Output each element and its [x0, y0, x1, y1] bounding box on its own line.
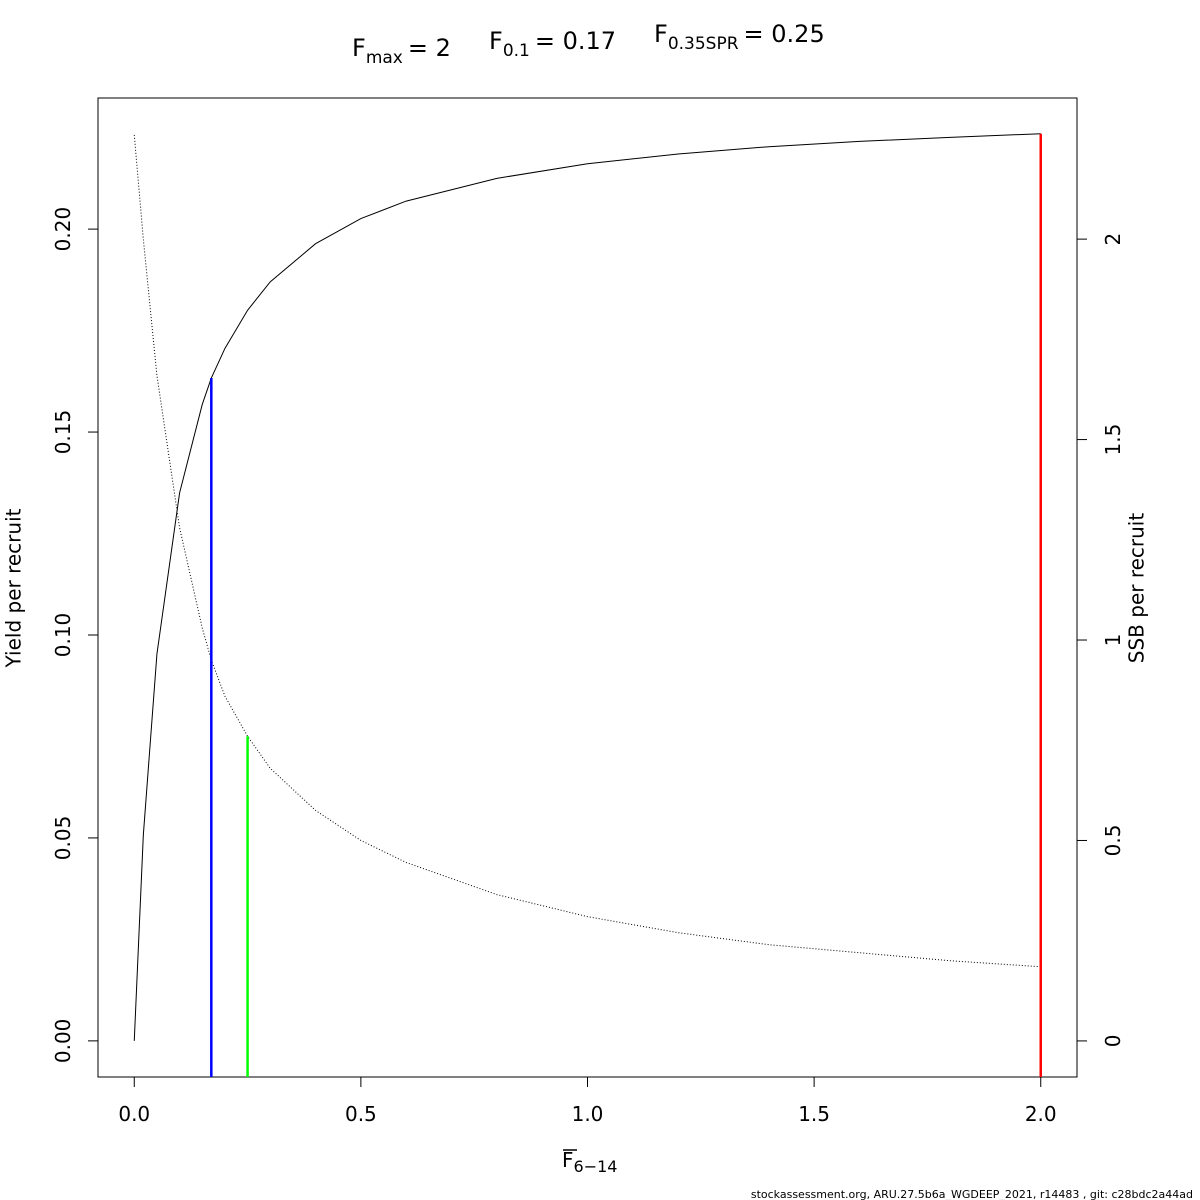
title-value: = 0.25 [744, 20, 825, 48]
y-axis-label: Yield per recruit [2, 508, 26, 668]
title-subscript: 0.1 [503, 41, 530, 61]
title-symbol: F [489, 27, 503, 55]
y-tick-label: 0.10 [51, 613, 75, 658]
title-symbol: F [654, 20, 668, 48]
y2-axis-label: SSB per recruit [1125, 513, 1149, 664]
y2-tick-label: 1 [1101, 634, 1125, 647]
y2-tick-label: 0.5 [1101, 825, 1125, 857]
x-tick-label: 1.0 [572, 1102, 604, 1126]
title-value: = 0.17 [535, 27, 616, 55]
footer: stockassessment.org, ARU.27.5b6a_WGDEEP_… [751, 1188, 1193, 1200]
y-tick-label: 0.05 [51, 816, 75, 861]
x-tick-label: 0.0 [118, 1102, 150, 1126]
x-axis-label: F6−14 [562, 1148, 617, 1176]
series-line [133, 133, 1041, 1041]
x-label-subscript: 6−14 [574, 1157, 618, 1176]
y-tick-label: 0.20 [51, 207, 75, 252]
y2-tick-label: 1.5 [1101, 424, 1125, 456]
y2-tick-label: 2 [1101, 233, 1125, 246]
plot-frame [97, 97, 1078, 1078]
x-label-symbol: F [562, 1148, 574, 1172]
x-tick-label: 2.0 [1025, 1102, 1057, 1126]
y-tick-label: 0.00 [51, 1019, 75, 1064]
title-subscript: 0.35SPR [668, 34, 739, 54]
series-line [133, 134, 1041, 968]
title-value: = 2 [408, 34, 451, 62]
x-tick-label: 1.5 [798, 1102, 830, 1126]
x-tick-label: 0.5 [345, 1102, 377, 1126]
y2-tick-label: 0 [1101, 1035, 1125, 1048]
title-symbol: F [352, 34, 366, 62]
chart-title: Fmax = 2 F0.1 = 0.17 F0.35SPR = 0.25 [352, 20, 825, 68]
title-subscript: max [366, 48, 403, 68]
y-tick-label: 0.15 [51, 410, 75, 455]
